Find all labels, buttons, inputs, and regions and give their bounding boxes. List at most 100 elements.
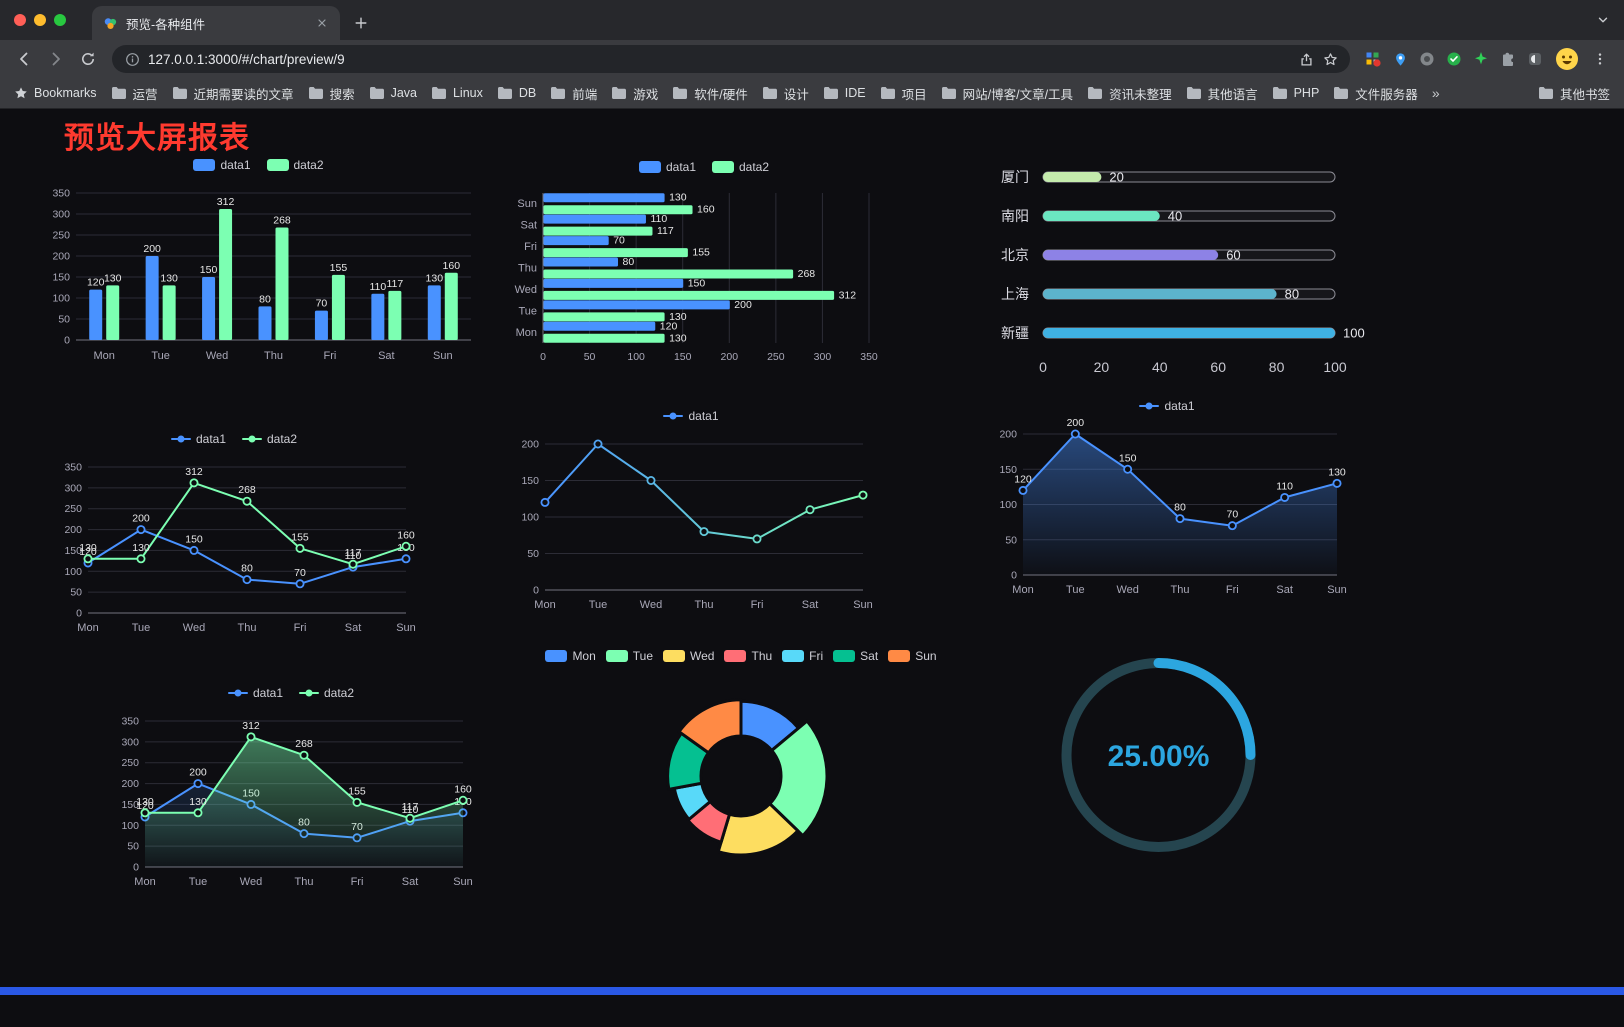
progress-label: 厦门 xyxy=(1001,169,1029,185)
bookmark-folder[interactable]: 运营 xyxy=(111,84,158,103)
bookmark-folder[interactable]: 网站/博客/文章/工具 xyxy=(941,84,1073,103)
extension-grid-icon[interactable] xyxy=(1364,50,1382,68)
tab-close-icon[interactable] xyxy=(314,15,330,31)
chart-label: 150 xyxy=(121,799,139,811)
footer-bar xyxy=(0,987,1624,995)
bookmark-folder[interactable]: 资讯未整理 xyxy=(1087,84,1172,103)
bookmark-folder[interactable]: 设计 xyxy=(762,84,809,103)
legend-item-Tue[interactable]: Tue xyxy=(605,649,653,663)
double-area-line-chart[interactable]: data1 data2 0 50 100 150 200 250 300 350 Mon Tue Wed… xyxy=(105,681,477,893)
pie-chart-canvas[interactable] xyxy=(545,668,937,884)
bookmark-folder[interactable]: DB xyxy=(497,86,536,100)
close-window-button[interactable] xyxy=(14,14,26,26)
chart-label: 110 xyxy=(402,804,419,816)
bookmark-folder[interactable]: IDE xyxy=(823,86,866,100)
line-chart-canvas[interactable]: 0 50 100 150 200 Mon Tue Wed Thu Fri Sat Sun 120 200 1… xyxy=(983,417,1351,601)
bookmark-folder[interactable]: 近期需要读的文章 xyxy=(172,84,294,103)
legend-item-data2[interactable]: data2 xyxy=(299,686,354,700)
chart-label: 268 xyxy=(238,484,256,496)
legend-item-data1[interactable]: data1 xyxy=(193,158,251,172)
gradient-line-chart[interactable]: data1 0 50 100 150 200 Mon Tue Wed Thu Fri Sat Sun xyxy=(505,404,877,616)
legend-item-Sat[interactable]: Sat xyxy=(833,649,878,663)
legend-item-Thu[interactable]: Thu xyxy=(724,649,772,663)
bookmark-folder[interactable]: 搜索 xyxy=(308,84,355,103)
bookmark-folder[interactable]: 项目 xyxy=(880,84,927,103)
chart-label: 160 xyxy=(443,260,461,272)
chart-shape xyxy=(1227,521,1237,531)
bookmark-folder[interactable]: 文件服务器 xyxy=(1333,84,1418,103)
city-progress-chart[interactable]: 厦门 20 南阳 40 北京 60 上海 80 新疆 100 0 20 40 60 80 100 xyxy=(985,157,1410,392)
line-chart-canvas[interactable]: 0 50 100 150 200 250 300 350 Mon Tue Wed Thu Fri Sat S… xyxy=(48,451,420,639)
multi-line-chart[interactable]: data1 data2 0 50 100 150 200 250 300 350 Mon Tue Wed… xyxy=(48,427,420,639)
legend-item-data1[interactable]: data1 xyxy=(638,160,696,174)
chart-label: 268 xyxy=(798,268,816,280)
rose-donut-chart[interactable]: Mon Tue Wed Thu Fri Sat Sun xyxy=(545,644,937,884)
legend-item-data1[interactable]: data1 xyxy=(1139,399,1195,413)
legend-item-data1[interactable]: data1 xyxy=(663,409,719,423)
chart-label: 130 xyxy=(669,311,687,323)
address-bar[interactable]: 127.0.0.1:3000/#/chart/preview/9 xyxy=(112,45,1350,73)
back-button[interactable] xyxy=(10,45,38,73)
legend-item-data1[interactable]: data1 xyxy=(170,432,226,446)
line-chart-canvas[interactable]: 0 50 100 150 200 250 300 350 Mon Tue Wed Thu Fri Sat S… xyxy=(105,705,477,893)
progress-gauge-chart[interactable]: 25.00% xyxy=(1040,649,1277,877)
bookmark-folder[interactable]: Java xyxy=(369,86,417,100)
share-icon[interactable] xyxy=(1298,51,1314,67)
bookmark-star-icon[interactable] xyxy=(1322,51,1338,67)
extension-pin-icon[interactable] xyxy=(1391,50,1409,68)
extensions-puzzle-icon[interactable] xyxy=(1499,50,1517,68)
forward-button[interactable] xyxy=(42,45,70,73)
axis-tick: 40 xyxy=(1152,359,1168,375)
legend-item-Fri[interactable]: Fri xyxy=(782,649,823,663)
extension-gray-circle-icon[interactable] xyxy=(1418,50,1436,68)
area-line-chart[interactable]: data1 0 50 100 150 200 Mon Tue Wed Thu Fri Sat Sun 12… xyxy=(983,394,1351,601)
url-text[interactable]: 127.0.0.1:3000/#/chart/preview/9 xyxy=(148,51,345,67)
legend-item-Mon[interactable]: Mon xyxy=(545,649,596,663)
bookmark-folder[interactable]: 游戏 xyxy=(611,84,658,103)
legend-label: Sun xyxy=(915,649,937,663)
grouped-bar-chart[interactable]: data1 data2 0 50 100 150 200 250 300 350 Mon 120 130… xyxy=(36,153,481,368)
chart-label: 130 xyxy=(160,272,178,284)
bookmark-folder[interactable]: Linux xyxy=(431,86,483,100)
bookmark-folder[interactable]: 软件/硬件 xyxy=(672,84,748,103)
chart-label: 80 xyxy=(623,256,635,268)
site-info-icon[interactable] xyxy=(124,51,140,67)
chart-shape xyxy=(193,808,203,818)
gauge-canvas[interactable]: 25.00% xyxy=(1040,649,1277,877)
line-chart-canvas[interactable]: 0 50 100 150 200 Mon Tue Wed Thu Fri Sat Sun xyxy=(505,428,877,616)
chart-label: Mon xyxy=(134,876,155,888)
bookmark-folder[interactable]: 前端 xyxy=(550,84,597,103)
extension-green-circle-icon[interactable] xyxy=(1445,50,1463,68)
horizontal-bar-chart[interactable]: data1 data2 0 50 100 150 200 250 300 350 Sun 130 160… xyxy=(505,155,903,373)
legend-item-data2[interactable]: data2 xyxy=(712,160,769,174)
new-tab-button[interactable] xyxy=(346,8,376,38)
progress-chart-canvas[interactable]: 厦门 20 南阳 40 北京 60 上海 80 新疆 100 0 20 40 60 80 100 xyxy=(985,157,1410,392)
other-bookmarks-folder[interactable]: 其他书签 xyxy=(1538,84,1610,103)
folder-icon xyxy=(762,87,777,99)
bookmarks-overflow-chevron[interactable]: » xyxy=(1431,85,1440,101)
chart-label: 100 xyxy=(999,499,1017,511)
tab-search-chevron-icon[interactable] xyxy=(1596,13,1610,32)
chart-label: 50 xyxy=(70,587,82,599)
extension-darkmode-icon[interactable] xyxy=(1526,50,1544,68)
legend-item-data2[interactable]: data2 xyxy=(242,432,297,446)
menu-kebab-icon[interactable] xyxy=(1586,45,1614,73)
profile-avatar[interactable] xyxy=(1554,46,1580,72)
legend-item-data1[interactable]: data1 xyxy=(227,686,283,700)
browser-tab[interactable]: 预览-各种组件 xyxy=(92,6,340,40)
bookmark-folder[interactable]: 其他语言 xyxy=(1186,84,1258,103)
chart-label: 300 xyxy=(64,482,82,494)
extension-green-star-icon[interactable] xyxy=(1472,50,1490,68)
refresh-button[interactable] xyxy=(74,45,102,73)
bookmark-folder[interactable]: PHP xyxy=(1272,86,1319,100)
legend-item-data2[interactable]: data2 xyxy=(266,158,324,172)
legend-item-Wed[interactable]: Wed xyxy=(663,649,714,663)
zoom-window-button[interactable] xyxy=(54,14,66,26)
legend-marker xyxy=(888,650,911,662)
bookmarks-star-item[interactable]: Bookmarks xyxy=(14,86,97,100)
chart-label: 70 xyxy=(294,567,306,579)
minimize-window-button[interactable] xyxy=(34,14,46,26)
legend-item-Sun[interactable]: Sun xyxy=(888,649,937,663)
